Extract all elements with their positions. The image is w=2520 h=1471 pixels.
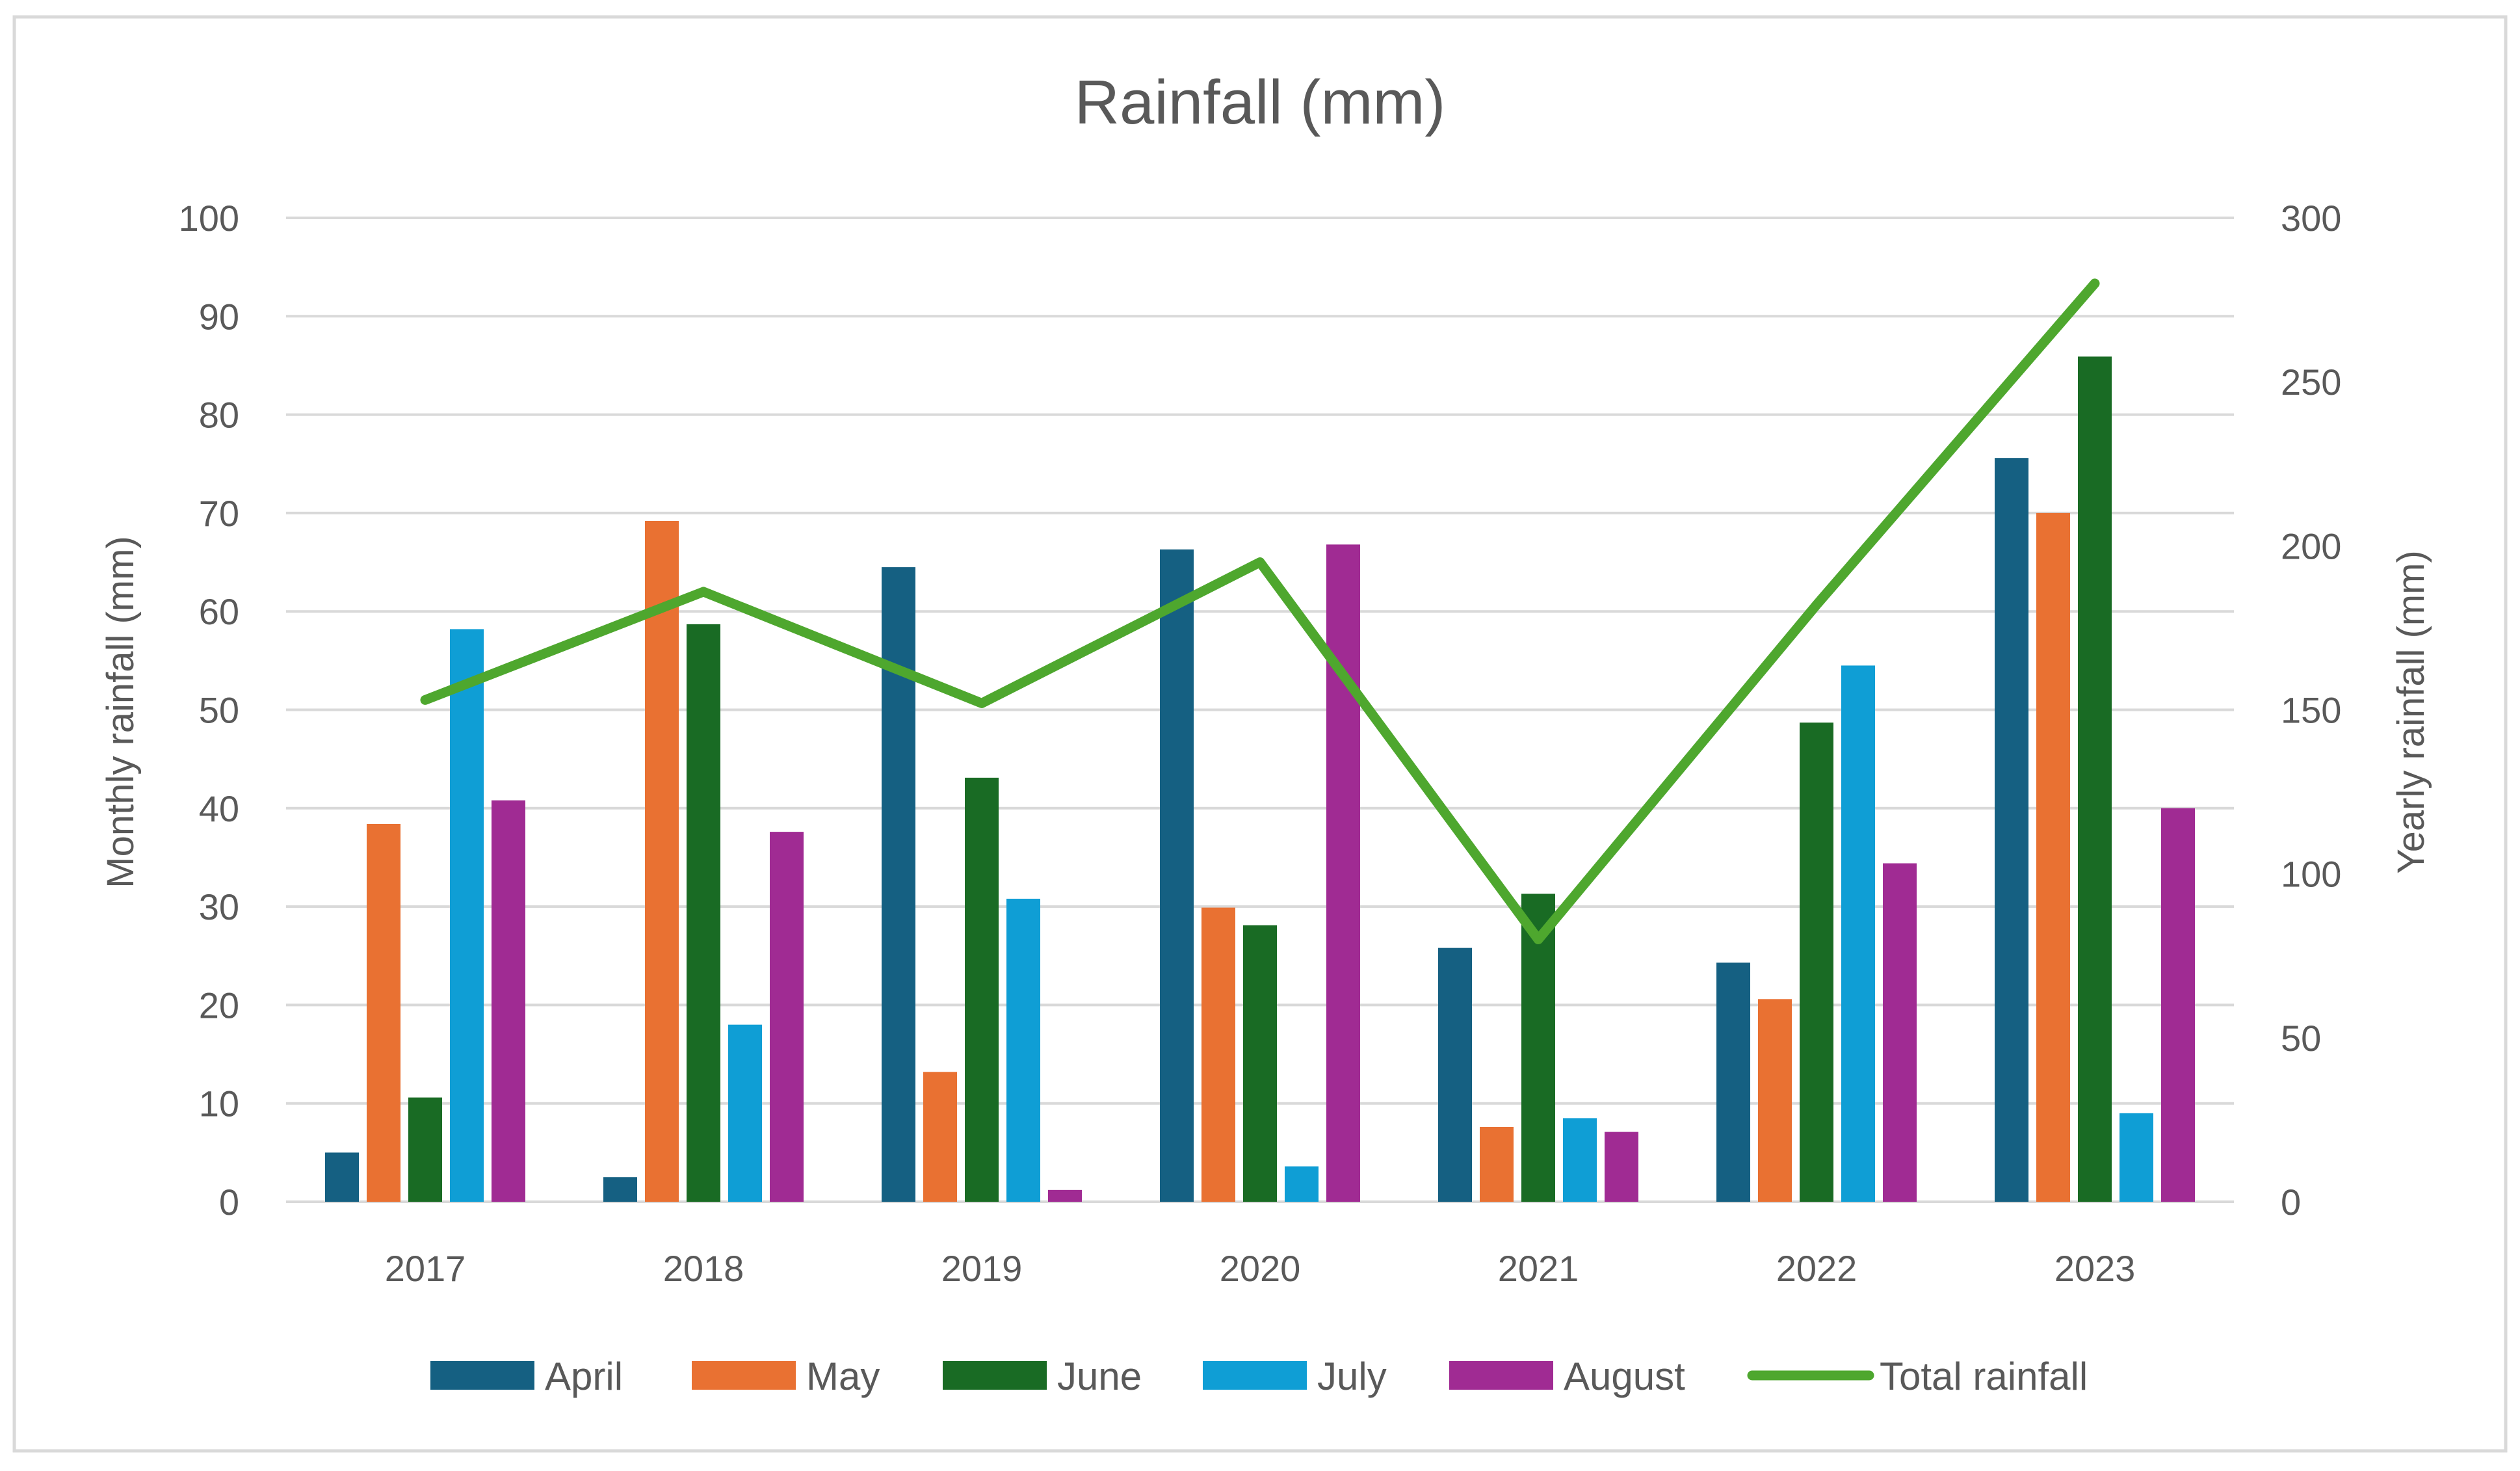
bar-april-2017 [325, 1152, 359, 1202]
bar-april-2022 [1716, 962, 1750, 1202]
left-axis-ticks: 0 10 20 30 40 50 60 70 80 90 100 [179, 198, 239, 1223]
total-rainfall-line-group [420, 278, 2100, 945]
right-tick-label: 250 [2281, 362, 2341, 403]
left-tick-label: 50 [199, 690, 239, 731]
bar-august-2017 [492, 800, 525, 1202]
bar-june-2019 [965, 777, 999, 1202]
x-tick-label: 2019 [941, 1248, 1023, 1289]
bar-june-2022 [1800, 722, 1833, 1202]
y-axis-title: Monthly rainfall (mm) [99, 536, 142, 888]
legend-swatch-may [692, 1361, 796, 1390]
bar-may-2022 [1758, 999, 1792, 1202]
bar-july-2020 [1285, 1166, 1319, 1202]
bar-july-2017 [450, 629, 484, 1202]
y2-axis-title: Yearly rainfall (mm) [2390, 550, 2432, 873]
gridlines [286, 217, 2234, 1203]
bar-june-2018 [687, 624, 720, 1202]
left-tick-label: 10 [199, 1083, 239, 1124]
legend: April May June July August Total rainfall [430, 1355, 2088, 1398]
chart-border [12, 15, 2508, 1453]
bar-june-2023 [2078, 356, 2112, 1202]
bar-july-2018 [728, 1024, 762, 1202]
legend-label-total-rainfall: Total rainfall [1880, 1355, 2088, 1398]
bar-may-2018 [645, 521, 679, 1202]
bar-may-2017 [367, 824, 400, 1202]
right-tick-label: 200 [2281, 525, 2341, 566]
legend-label-april: April [545, 1355, 623, 1398]
x-tick-label: 2018 [663, 1248, 744, 1289]
left-tick-label: 80 [199, 395, 239, 436]
left-tick-label: 100 [179, 198, 239, 239]
x-tick-label: 2022 [1776, 1248, 1857, 1289]
bar-june-2017 [408, 1097, 442, 1202]
x-tick-label: 2017 [385, 1248, 466, 1289]
bar-august-2021 [1605, 1132, 1638, 1202]
chart-title: Rainfall (mm) [1075, 68, 1446, 137]
left-tick-label: 90 [199, 296, 239, 337]
bar-may-2023 [2036, 512, 2070, 1202]
legend-label-may: May [806, 1355, 880, 1398]
legend-swatch-july [1203, 1361, 1307, 1390]
right-tick-label: 0 [2281, 1182, 2301, 1223]
legend-label-august: August [1564, 1355, 1685, 1398]
bar-may-2021 [1480, 1127, 1514, 1202]
right-tick-label: 100 [2281, 854, 2341, 895]
bar-june-2020 [1243, 925, 1277, 1202]
bar-july-2019 [1006, 898, 1040, 1202]
legend-swatch-june [943, 1361, 1047, 1390]
right-tick-label: 50 [2281, 1018, 2321, 1059]
left-tick-label: 30 [199, 886, 239, 927]
bar-may-2019 [923, 1072, 957, 1202]
bar-august-2020 [1326, 544, 1360, 1202]
bar-april-2023 [1995, 458, 2028, 1202]
x-tick-label: 2020 [1220, 1248, 1301, 1289]
left-tick-label: 70 [199, 493, 239, 534]
left-tick-label: 60 [199, 591, 239, 632]
legend-swatch-august [1449, 1361, 1553, 1390]
legend-label-june: June [1057, 1355, 1142, 1398]
bar-august-2022 [1883, 863, 1917, 1202]
bar-april-2018 [603, 1177, 637, 1202]
bar-august-2018 [770, 832, 804, 1202]
left-tick-label: 20 [199, 985, 239, 1026]
right-axis-ticks: 0 50 100 150 200 250 300 [2281, 198, 2341, 1223]
bar-august-2023 [2161, 808, 2195, 1202]
bar-april-2021 [1438, 948, 1472, 1202]
x-tick-label: 2023 [2054, 1248, 2136, 1289]
bar-july-2022 [1841, 665, 1875, 1202]
right-tick-label: 300 [2281, 198, 2341, 239]
left-tick-label: 0 [219, 1182, 239, 1223]
bar-may-2020 [1201, 907, 1235, 1202]
total-rainfall-line [420, 278, 2100, 945]
bar-june-2021 [1521, 894, 1555, 1202]
legend-label-july: July [1317, 1355, 1387, 1398]
legend-swatch-april [430, 1361, 534, 1390]
left-tick-label: 40 [199, 788, 239, 829]
bar-april-2020 [1160, 549, 1194, 1202]
bar-july-2021 [1563, 1118, 1597, 1202]
bars [325, 356, 2195, 1202]
x-tick-label: 2021 [1498, 1248, 1579, 1289]
x-axis-ticks: 2017 2018 2019 2020 2021 2022 2023 [385, 1248, 2136, 1289]
right-tick-label: 150 [2281, 690, 2341, 731]
bar-july-2023 [2120, 1113, 2153, 1202]
bar-august-2019 [1048, 1189, 1082, 1202]
